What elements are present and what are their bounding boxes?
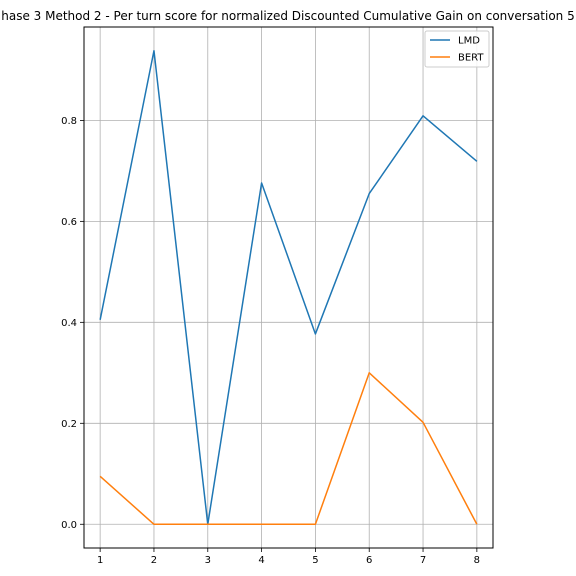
legend-label-lmd: LMD: [458, 36, 480, 47]
grid-lines: [84, 27, 493, 548]
legend-label-bert: BERT: [458, 53, 484, 64]
x-tick-label: 4: [258, 555, 264, 566]
y-tick-label: 0.6: [61, 217, 77, 228]
chart-title: hase 3 Method 2 - Per turn score for nor…: [1, 9, 575, 23]
y-tick-label: 0.2: [61, 419, 77, 430]
x-tick-label: 7: [420, 555, 426, 566]
x-tick-label: 1: [97, 555, 103, 566]
y-tick-label: 0.0: [61, 520, 77, 531]
x-tick-label: 6: [366, 555, 372, 566]
plot-frame: [83, 26, 494, 549]
legend: LMD BERT: [424, 30, 490, 68]
x-tick-label: 5: [312, 555, 318, 566]
x-tick-label: 8: [474, 555, 480, 566]
y-tick-label: 0.8: [61, 116, 77, 127]
x-tick-label: 3: [205, 555, 211, 566]
y-tick-label: 0.4: [61, 318, 77, 329]
axis-ticks: 1 2 3 4 5 6 7 8 0.0 0.2 0.4 0.6 0.8: [61, 116, 480, 566]
series-line-lmd: [99, 49, 478, 526]
series-lines: [99, 49, 478, 526]
series-line-bert: [99, 372, 478, 526]
x-tick-label: 2: [151, 555, 157, 566]
